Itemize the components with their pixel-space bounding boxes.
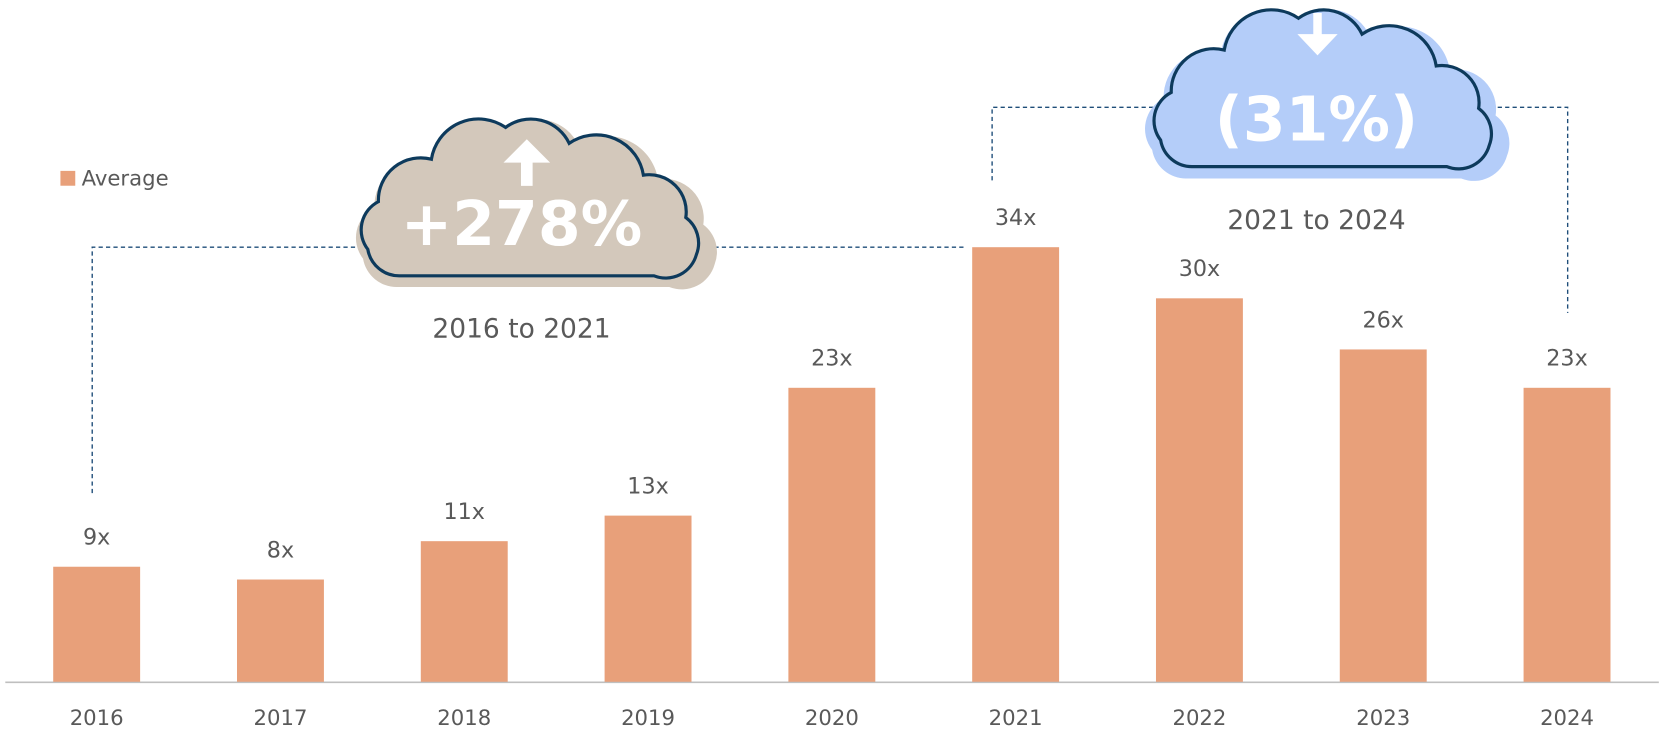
annotation-label: +278% — [401, 189, 642, 260]
bracket-2016-2021 — [91, 246, 967, 494]
bar — [972, 247, 1060, 682]
bar — [1155, 298, 1243, 682]
x-tick-label: 2019 — [621, 705, 675, 730]
x-tick-label: 2021 — [989, 705, 1043, 730]
value-label: 8x — [267, 537, 294, 563]
value-label: 23x — [811, 346, 852, 372]
x-tick-label: 2018 — [437, 705, 491, 730]
brackets — [91, 106, 1569, 494]
annotation-caption: 2021 to 2024 — [1227, 205, 1405, 236]
value-label: 23x — [1546, 346, 1587, 372]
bar — [53, 566, 141, 682]
x-tick-label: 2024 — [1540, 705, 1594, 730]
legend-label: Average — [82, 165, 169, 190]
bar — [237, 579, 324, 682]
value-label: 11x — [444, 499, 485, 525]
x-tick-label: 2020 — [805, 705, 859, 730]
x-tick-label: 2022 — [1172, 705, 1226, 730]
value-label: 30x — [1179, 256, 1220, 282]
bar — [604, 515, 692, 682]
bar — [420, 541, 508, 682]
legend-swatch — [60, 170, 76, 186]
annotation-caption: 2016 to 2021 — [432, 313, 610, 344]
cloud-up — [355, 117, 717, 290]
x-tick-label: 2016 — [70, 705, 124, 730]
value-label: 26x — [1362, 307, 1403, 333]
arrow-up — [503, 139, 551, 186]
bar — [1523, 387, 1611, 682]
cloud-outline — [1152, 8, 1493, 171]
x-tick-label: 2023 — [1356, 705, 1410, 730]
bracket-2021-2024 — [991, 106, 1569, 313]
x-tick-label: 2017 — [254, 705, 308, 730]
arrow-down — [1297, 12, 1338, 56]
value-label: 34x — [995, 205, 1036, 231]
bar — [1339, 349, 1427, 682]
value-label: 13x — [627, 473, 668, 499]
value-label: 9x — [83, 525, 110, 551]
cloud-outline — [359, 117, 701, 280]
bar — [788, 387, 876, 682]
annotation-label: (31%) — [1215, 84, 1418, 155]
cloud-down — [1145, 8, 1510, 181]
